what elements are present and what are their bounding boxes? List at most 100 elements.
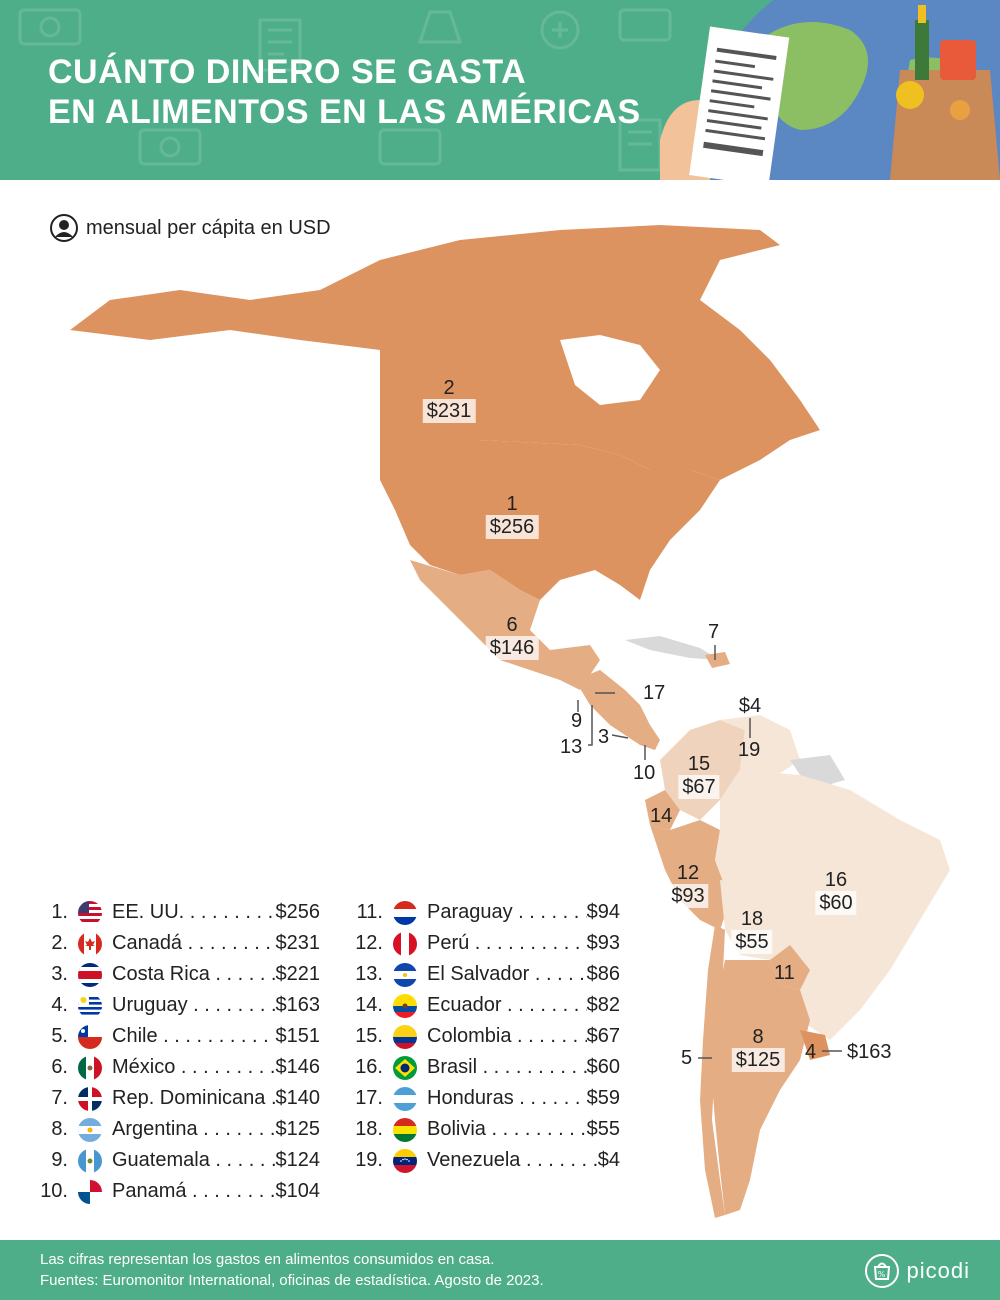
central-america-region (575, 670, 660, 750)
label-us-price: $256 (485, 515, 539, 539)
ranking-row: 13. El Salvador$86 (345, 959, 620, 990)
label-bolivia: 18 $55 (731, 908, 773, 954)
ranking-country-name: Paraguay (427, 901, 587, 924)
venezuela-flag-icon (393, 1148, 417, 1173)
ranking-value: $4 (597, 1149, 620, 1171)
ranking-row: 1. EE. UU.$256 (30, 897, 320, 928)
ranking-number: 16. (355, 1056, 383, 1078)
americas-map: 2 $231 1 $256 6 $146 7 17 9 13 3 10 $4 1… (0, 180, 1000, 1240)
label-venezuela-rank: 19 (738, 739, 761, 761)
label-canada-rank: 2 (443, 377, 455, 399)
ranking-row: 17. Honduras$59 (345, 1083, 620, 1114)
picodi-logo[interactable]: % picodi (864, 1254, 970, 1288)
ranking-value: $94 (586, 901, 620, 923)
label-mexico: 6 $146 (485, 614, 539, 660)
svg-text:%: % (877, 1270, 886, 1279)
footer-note-line-2: Fuentes: Euromonitor International, ofic… (40, 1272, 544, 1289)
ranking-row: 19. Venezuela$4 (345, 1145, 620, 1176)
cuba-region (625, 636, 720, 660)
label-canada-price: $231 (422, 399, 476, 423)
ranking-country-name: Costa Rica (112, 963, 276, 986)
ranking-country-name: Venezuela (427, 1149, 598, 1172)
label-argentina-price: $125 (731, 1048, 785, 1072)
label-uruguay-rank: 4 (805, 1041, 817, 1063)
ranking-row: 10. Panamá$104 (30, 1176, 320, 1207)
ranking-value: $82 (586, 994, 620, 1016)
header-banner: CUÁNTO DINERO SE GASTA EN ALIMENTOS EN L… (0, 0, 1000, 180)
ranking-country-name: Guatemala (112, 1149, 276, 1172)
label-costa-rica: 3 (598, 726, 610, 748)
label-mexico-rank: 6 (506, 614, 518, 636)
ranking-value: $163 (275, 994, 321, 1016)
label-guatemala: 9 (571, 710, 583, 732)
label-argentina: 8 $125 (731, 1026, 785, 1072)
ranking-number: 13. (355, 963, 383, 985)
footer-note: Las cifras representan los gastos en ali… (40, 1249, 544, 1291)
ranking-row: 15. Colombia$67 (345, 1021, 620, 1052)
ranking-number: 8. (51, 1118, 68, 1140)
label-bolivia-price: $55 (731, 930, 773, 954)
label-panama: 10 (633, 762, 656, 784)
label-argentina-rank: 8 (752, 1026, 764, 1048)
footer-note-line-1: Las cifras representan los gastos en ali… (40, 1251, 495, 1268)
globe-receipt-groceries-illustration (660, 0, 1000, 180)
ranking-country-name: Rep. Dominicana (112, 1087, 276, 1110)
ranking-row: 12. Perú$93 (345, 928, 620, 959)
paraguay-flag-icon (393, 900, 417, 925)
ranking-number: 10. (40, 1180, 68, 1202)
label-brasil-price: $60 (815, 891, 857, 915)
costa-rica-flag-icon (78, 962, 102, 987)
ranking-value: $104 (275, 1180, 321, 1202)
label-us-rank: 1 (506, 493, 518, 515)
argentina-region (710, 960, 810, 1215)
label-ecuador: 14 (650, 805, 673, 827)
label-bolivia-rank: 18 (740, 908, 764, 930)
brazil-flag-icon (393, 1055, 417, 1080)
ranking-number: 4. (51, 994, 68, 1016)
ranking-country-name: Honduras (427, 1087, 587, 1110)
ranking-number: 12. (355, 932, 383, 954)
ranking-country-name: Uruguay (112, 994, 276, 1017)
ranking-row: 14. Ecuador$82 (345, 990, 620, 1021)
ranking-value: $125 (275, 1118, 321, 1140)
peru-flag-icon (393, 931, 417, 956)
label-peru: 12 $93 (667, 862, 709, 908)
ranking-value: $256 (275, 901, 321, 923)
ranking-country-name: EE. UU. (112, 901, 276, 924)
label-colombia: 15 $67 (678, 753, 720, 799)
ranking-number: 5. (51, 1025, 68, 1047)
label-el-salvador: 13 (560, 736, 583, 758)
label-colombia-rank: 15 (687, 753, 711, 775)
title-line-2: EN ALIMENTOS EN LAS AMÉRICAS (48, 93, 641, 131)
mexico-flag-icon (78, 1055, 102, 1080)
canada-region (70, 225, 820, 480)
label-mexico-price: $146 (485, 636, 539, 660)
label-colombia-price: $67 (678, 775, 720, 799)
ranking-number: 7. (51, 1087, 68, 1109)
label-chile: 5 (681, 1047, 693, 1069)
ranking-country-name: Perú (427, 932, 587, 955)
guatemala-flag-icon (78, 1148, 102, 1173)
honduras-flag-icon (393, 1086, 417, 1111)
ranking-number: 19. (355, 1149, 383, 1171)
uruguay-flag-icon (78, 993, 102, 1018)
ranking-row: 7. Rep. Dominicana$140 (30, 1083, 320, 1114)
ranking-country-name: México (112, 1056, 276, 1079)
ranking-country-name: Chile (112, 1025, 276, 1048)
ranking-row: 5. Chile$151 (30, 1021, 320, 1052)
peru-region (650, 820, 730, 930)
ranking-number: 18. (355, 1118, 383, 1140)
ranking-value: $60 (586, 1056, 620, 1078)
ranking-number: 11. (356, 901, 383, 923)
ranking-value: $93 (586, 932, 620, 954)
us-flag-icon (78, 900, 102, 925)
ranking-number: 14. (355, 994, 383, 1016)
hudson-bay (560, 335, 660, 405)
page-title: CUÁNTO DINERO SE GASTA EN ALIMENTOS EN L… (48, 52, 641, 132)
label-uruguay-price: $163 (847, 1041, 892, 1063)
el-salvador-flag-icon (393, 962, 417, 987)
panama-flag-icon (78, 1179, 102, 1204)
ranking-country-name: Argentina (112, 1118, 276, 1141)
title-line-1: CUÁNTO DINERO SE GASTA (48, 53, 527, 91)
dominican-republic-flag-icon (78, 1086, 102, 1111)
